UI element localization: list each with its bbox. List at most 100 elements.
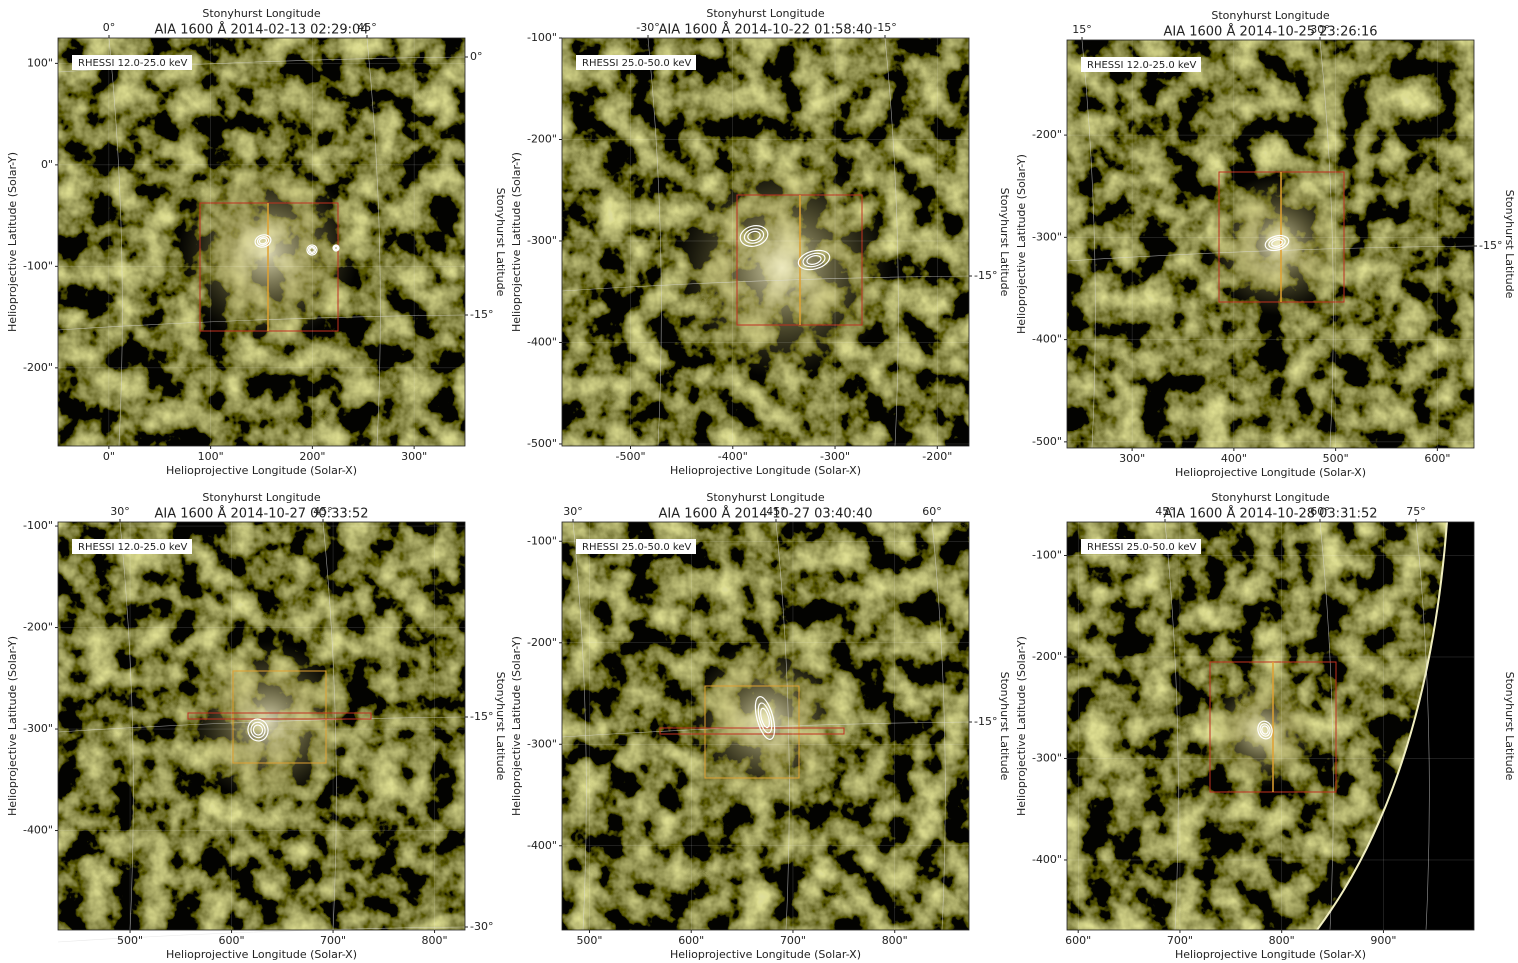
y-tick-label: -500" xyxy=(527,437,557,450)
right-axis-label: Stonyhurst Latitude xyxy=(494,672,507,781)
panel: RHESSI 12.0-25.0 keV 500" 600" 700" 800" -100… xyxy=(6,491,507,961)
y-tick-label: -400" xyxy=(527,335,557,348)
y-axis-label: Helioprojective Latitude (Solar-Y) xyxy=(6,152,19,332)
y-axis-label: Helioprojective Latitude (Solar-Y) xyxy=(1015,154,1028,334)
x-tick-label: 400" xyxy=(1221,452,1247,465)
x-tick-label: 100" xyxy=(198,450,224,463)
legend-text: RHESSI 12.0-25.0 keV xyxy=(78,542,188,553)
y-tick-label: -400" xyxy=(1032,333,1062,346)
panel-title: AIA 1600 Å 2014-10-27 03:40:40 xyxy=(658,506,872,522)
y-tick-label: -100" xyxy=(527,31,557,44)
x-axis-label: Helioprojective Longitude (Solar-X) xyxy=(1175,948,1366,961)
y-axis-label: Helioprojective Latitude (Solar-Y) xyxy=(510,152,523,332)
right-tick-label: -15° xyxy=(974,715,997,728)
panel-title: AIA 1600 Å 2014-10-22 01:58:40 xyxy=(658,22,872,38)
panel: RHESSI 12.0-25.0 keV300"400"500"600"-200… xyxy=(1015,9,1516,479)
right-axis-label: Stonyhurst Latitude xyxy=(494,188,507,297)
flare-glow xyxy=(188,642,348,802)
y-tick-label: -200" xyxy=(1032,128,1062,141)
figure: RHESSI 12.0-25.0 keV 0" 100" 200" 300" 100" 0"… xyxy=(0,0,1518,963)
top-axis-label: Stonyhurst Longitude xyxy=(202,491,320,504)
x-axis-label: Helioprojective Longitude (Solar-X) xyxy=(1175,466,1366,479)
right-tick-label: -15° xyxy=(470,308,493,321)
y-tick-label: -300" xyxy=(1032,751,1062,764)
x-tick-label: -200" xyxy=(922,450,952,463)
panel: RHESSI 12.0-25.0 keV0"100"200"300"100"0"… xyxy=(6,7,507,477)
x-tick-label: -300" xyxy=(820,450,850,463)
x-axis-label: Helioprojective Longitude (Solar-X) xyxy=(166,948,357,961)
x-tick-label: 800" xyxy=(1269,934,1295,947)
x-tick-label: 300" xyxy=(401,450,427,463)
y-tick-label: -100" xyxy=(527,534,557,547)
top-tick-label: 0° xyxy=(103,21,116,34)
x-tick-label: 200" xyxy=(299,450,325,463)
top-tick-label: 15° xyxy=(1072,23,1092,36)
y-tick-label: -400" xyxy=(1032,853,1062,866)
top-tick-label: 30° xyxy=(110,505,130,518)
y-tick-label: -300" xyxy=(527,234,557,247)
x-tick-label: 900" xyxy=(1370,934,1396,947)
right-tick-label: -15° xyxy=(1479,239,1502,252)
y-tick-label: -300" xyxy=(1032,230,1062,243)
y-tick-label: -200" xyxy=(1032,650,1062,663)
top-tick-label: 60° xyxy=(922,505,942,518)
right-tick-label: -15° xyxy=(470,710,493,723)
x-tick-label: 500" xyxy=(576,934,602,947)
y-tick-label: -200" xyxy=(23,361,53,374)
x-tick-label: 700" xyxy=(780,934,806,947)
top-axis-label: Stonyhurst Longitude xyxy=(202,7,320,20)
y-tick-label: -200" xyxy=(527,132,557,145)
panel-title: AIA 1600 Å 2014-10-28 03:31:52 xyxy=(1163,506,1377,522)
flare-glow xyxy=(1207,175,1347,315)
right-tick-label: -30° xyxy=(470,920,493,933)
panel-title: AIA 1600 Å 2014-10-27 00:33:52 xyxy=(154,506,368,522)
x-tick-label: 600" xyxy=(678,934,704,947)
x-tick-label: 0" xyxy=(103,450,115,463)
flare-glow xyxy=(672,158,892,378)
right-axis-label: Stonyhurst Latitude xyxy=(998,672,1011,781)
y-tick-label: -500" xyxy=(1032,435,1062,448)
y-tick-label: -100" xyxy=(23,519,53,532)
right-axis-label: Stonyhurst Latitude xyxy=(1503,672,1516,781)
x-tick-label: 600" xyxy=(1065,934,1091,947)
panel: RHESSI 25.0-50.0 keV -500" -400" -300" -200"… xyxy=(510,7,1011,477)
y-tick-label: 0" xyxy=(41,158,53,171)
x-axis-label: Helioprojective Longitude (Solar-X) xyxy=(670,464,861,477)
top-axis-label: Stonyhurst Longitude xyxy=(1211,9,1329,22)
top-tick-label: 75° xyxy=(1406,505,1426,518)
y-tick-label: -400" xyxy=(23,824,53,837)
x-tick-label: 700" xyxy=(320,934,346,947)
y-axis-label: Helioprojective Latitude (Solar-Y) xyxy=(6,636,19,816)
top-axis-label: Stonyhurst Longitude xyxy=(706,7,824,20)
y-tick-label: -400" xyxy=(527,839,557,852)
x-tick-label: -400" xyxy=(718,450,748,463)
legend-text: RHESSI 12.0-25.0 keV xyxy=(1087,60,1197,71)
x-tick-label: 800" xyxy=(882,934,908,947)
right-axis-label: Stonyhurst Latitude xyxy=(1503,190,1516,299)
x-tick-label: 600" xyxy=(1424,452,1450,465)
panel: RHESSI 25.0-50.0 keV600"700"800"900"-100… xyxy=(1015,491,1516,961)
y-tick-label: -100" xyxy=(23,259,53,272)
legend-text: RHESSI 25.0-50.0 keV xyxy=(582,58,692,69)
panel: RHESSI 25.0-50.0 keV 500" 600" 700" 800" -100… xyxy=(510,491,1011,961)
top-axis-label: Stonyhurst Longitude xyxy=(706,491,824,504)
y-tick-label: 100" xyxy=(27,56,53,69)
x-axis-label: Helioprojective Longitude (Solar-X) xyxy=(166,464,357,477)
y-axis-label: Helioprojective Latitude (Solar-Y) xyxy=(510,636,523,816)
x-tick-label: 800" xyxy=(422,934,448,947)
y-axis-label: Helioprojective Latitude (Solar-Y) xyxy=(1015,636,1028,816)
top-tick-label: -30° xyxy=(636,21,659,34)
y-tick-label: -300" xyxy=(527,737,557,750)
top-tick-label: 30° xyxy=(563,505,583,518)
x-tick-label: 700" xyxy=(1167,934,1193,947)
legend-text: RHESSI 25.0-50.0 keV xyxy=(582,542,692,553)
right-tick-label: 0° xyxy=(470,50,483,63)
y-tick-label: -100" xyxy=(1032,548,1062,561)
y-tick-label: -200" xyxy=(23,621,53,634)
x-tick-label: 600" xyxy=(219,934,245,947)
x-tick-label: 500" xyxy=(117,934,143,947)
panel-title: AIA 1600 Å 2014-10-25 23:26:16 xyxy=(1163,24,1377,40)
x-tick-label: -500" xyxy=(615,450,645,463)
y-tick-label: -200" xyxy=(527,636,557,649)
x-tick-label: 500" xyxy=(1323,452,1349,465)
